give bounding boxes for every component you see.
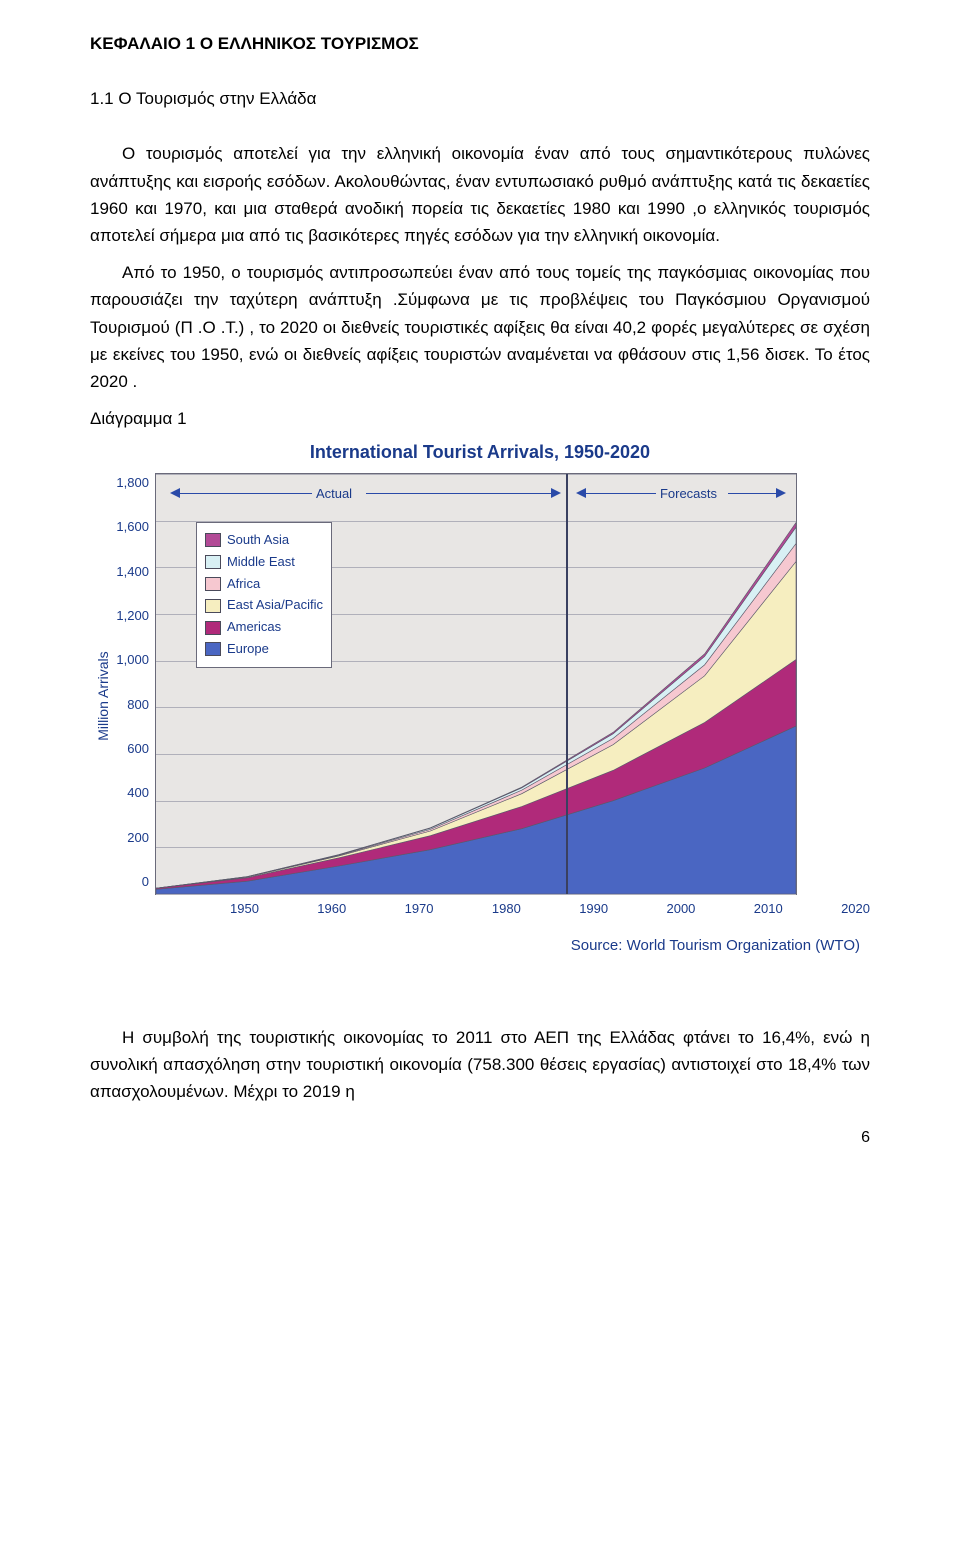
legend-swatch — [205, 599, 221, 613]
x-tick-label: 1980 — [492, 899, 521, 920]
legend-item: Americas — [205, 617, 323, 638]
chart-source: Source: World Tourism Organization (WTO) — [90, 934, 870, 958]
legend-item: Europe — [205, 639, 323, 660]
paragraph: Η συμβολή της τουριστικής οικονομίας το … — [90, 1024, 870, 1106]
page-number: 6 — [90, 1125, 870, 1151]
legend-item: Africa — [205, 574, 323, 595]
legend-item: South Asia — [205, 530, 323, 551]
legend-swatch — [205, 533, 221, 547]
plot-area: Actual Forecasts South AsiaMiddle EastAf… — [155, 473, 797, 895]
actual-forecast-divider — [566, 474, 568, 894]
chart-title: International Tourist Arrivals, 1950-202… — [90, 438, 870, 467]
legend-label: East Asia/Pacific — [227, 595, 323, 616]
x-tick-label: 2010 — [754, 899, 783, 920]
legend-swatch — [205, 577, 221, 591]
legend-label: Africa — [227, 574, 260, 595]
y-tick-label: 0 — [142, 872, 149, 893]
document-page: ΚΕΦΑΛΑΙΟ 1 Ο ΕΛΛΗΝΙΚΟΣ ΤΟΥΡΙΣΜΟΣ 1.1 Ο Τ… — [0, 0, 960, 1181]
arrow-line — [180, 493, 312, 494]
legend-label: Europe — [227, 639, 269, 660]
y-tick-label: 200 — [127, 828, 149, 849]
annotation-forecasts: Forecasts — [660, 484, 717, 505]
plot-with-ticks: 1,800 1,600 1,400 1,200 1,000 800 600 400 200 0 A… — [116, 473, 870, 895]
arrow-right-icon — [551, 488, 561, 498]
x-axis-ticks: 1950 1960 1970 1980 1990 2000 2010 2020 — [230, 899, 870, 920]
plot-column: 1,8001,6001,4001,2001,0008006004002000 A… — [116, 473, 870, 920]
diagram-label: Διάγραμμα 1 — [90, 405, 870, 432]
y-axis-ticks: 1,800 1,600 1,400 1,200 1,000 800 600 400 200 0 — [116, 473, 155, 893]
y-tick-label: 1,600 — [116, 517, 149, 538]
x-tick-label: 1950 — [230, 899, 259, 920]
arrow-line — [728, 493, 776, 494]
chapter-title: ΚΕΦΑΛΑΙΟ 1 Ο ΕΛΛΗΝΙΚΟΣ ΤΟΥΡΙΣΜΟΣ — [90, 30, 870, 57]
legend-swatch — [205, 642, 221, 656]
arrivals-chart: International Tourist Arrivals, 1950-202… — [90, 438, 870, 958]
y-tick-label: 800 — [127, 695, 149, 716]
x-tick-label: 1990 — [579, 899, 608, 920]
legend-swatch — [205, 621, 221, 635]
legend-label: Americas — [227, 617, 281, 638]
legend-item: East Asia/Pacific — [205, 595, 323, 616]
chart-legend: South AsiaMiddle EastAfricaEast Asia/Pac… — [196, 522, 332, 668]
legend-label: Middle East — [227, 552, 295, 573]
legend-swatch — [205, 555, 221, 569]
x-tick-label: 1970 — [405, 899, 434, 920]
arrow-line — [586, 493, 656, 494]
x-tick-label: 1960 — [317, 899, 346, 920]
grid-line — [156, 894, 796, 895]
arrow-right-icon — [776, 488, 786, 498]
arrow-line — [366, 493, 551, 494]
chart-body: Million Arrivals 1,800 1,600 1,400 1,200 1,0… — [90, 473, 870, 920]
arrow-left-icon — [170, 488, 180, 498]
arrow-left-icon — [576, 488, 586, 498]
y-tick-label: 600 — [127, 739, 149, 760]
legend-item: Middle East — [205, 552, 323, 573]
section-title: 1.1 Ο Τουρισμός στην Ελλάδα — [90, 85, 870, 112]
paragraph: Ο τουρισμός αποτελεί για την ελληνική οι… — [90, 140, 870, 249]
paragraph: Από το 1950, ο τουρισμός αντιπροσωπεύει … — [90, 259, 870, 395]
y-tick-label: 1,400 — [116, 562, 149, 583]
y-axis-label: Million Arrivals — [90, 473, 116, 920]
x-tick-label: 2000 — [666, 899, 695, 920]
legend-label: South Asia — [227, 530, 289, 551]
spacer — [90, 964, 870, 1024]
annotation-actual: Actual — [316, 484, 352, 505]
y-tick-label: 1,800 — [116, 473, 149, 494]
x-tick-label: 2020 — [841, 899, 870, 920]
y-tick-label: 1,000 — [116, 650, 149, 671]
y-tick-label: 400 — [127, 783, 149, 804]
y-tick-label: 1,200 — [116, 606, 149, 627]
